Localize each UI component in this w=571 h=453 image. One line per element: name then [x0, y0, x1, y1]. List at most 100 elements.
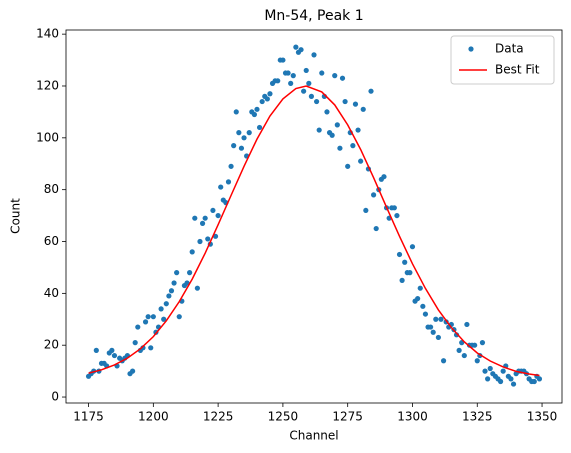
x-tick-label: 1225 [203, 410, 234, 424]
data-point [288, 80, 294, 86]
y-tick-label: 100 [36, 130, 59, 144]
plot-frame [65, 29, 563, 404]
legend-label: Data [495, 42, 524, 56]
data-point [531, 378, 537, 385]
data-point [324, 109, 330, 115]
data-point [472, 342, 478, 348]
data-point [259, 98, 265, 105]
y-tick-label: 80 [44, 182, 59, 196]
data-point [187, 270, 193, 276]
data-point [228, 163, 234, 169]
data-point [360, 106, 366, 112]
data-point [168, 288, 175, 294]
data-point [306, 80, 312, 86]
data-point [420, 303, 426, 309]
y-tick-label: 60 [44, 234, 59, 248]
data-point [456, 347, 462, 353]
legend-marker [468, 46, 474, 52]
data-point [391, 205, 397, 211]
data-point [428, 324, 434, 330]
data-point [440, 358, 447, 364]
data-point [500, 368, 506, 374]
data-point [430, 329, 436, 335]
data-point [267, 91, 273, 97]
data-point [479, 340, 486, 346]
y-tick-label: 120 [36, 78, 59, 92]
data-point [145, 314, 151, 320]
data-point [174, 270, 180, 276]
data-point [184, 280, 190, 286]
data-point [197, 238, 203, 245]
data-point [238, 145, 245, 151]
data-point [192, 215, 198, 221]
data-point [422, 311, 429, 317]
data-point [241, 135, 247, 141]
data-point [129, 368, 136, 374]
data-point [337, 145, 343, 151]
chart-title: Mn-54, Peak 1 [264, 8, 363, 24]
data-point [485, 376, 491, 382]
data-point [210, 207, 216, 214]
data-point [394, 212, 400, 219]
data-point [290, 73, 296, 79]
data-point [176, 314, 182, 320]
data-point [417, 285, 423, 291]
data-point [202, 215, 208, 221]
data-point [407, 270, 413, 276]
data-point [293, 44, 299, 50]
data-point [93, 347, 99, 353]
x-tick-label: 1175 [73, 410, 104, 424]
fit-line [88, 85, 540, 377]
data-point [233, 109, 239, 115]
data-point [163, 301, 169, 307]
data-point [487, 365, 493, 372]
data-point [308, 93, 315, 99]
y-tick-label: 40 [44, 286, 59, 300]
data-point [396, 251, 403, 258]
x-axis-label: Channel [289, 429, 338, 443]
data-point [236, 130, 242, 136]
data-point [453, 332, 460, 338]
data-point [264, 96, 270, 102]
data-point [482, 368, 488, 374]
legend-box [450, 35, 555, 85]
data-point [311, 52, 317, 58]
data-point [363, 207, 369, 214]
data-point [358, 158, 364, 164]
data-point [316, 127, 322, 133]
data-point [158, 306, 164, 312]
data-point [355, 127, 361, 133]
data-point [433, 316, 439, 322]
data-point [352, 101, 359, 107]
x-tick-label: 1275 [332, 410, 363, 424]
y-tick-label: 140 [36, 27, 59, 41]
data-point [285, 70, 291, 76]
data-point [381, 174, 387, 180]
x-tick-label: 1250 [268, 410, 299, 424]
data-point [497, 378, 504, 385]
data-point [280, 57, 286, 63]
data-point [474, 358, 480, 364]
data-point [508, 376, 514, 382]
data-point [298, 47, 304, 53]
data-point [166, 293, 172, 299]
data-point [415, 295, 421, 302]
data-point [409, 244, 416, 250]
data-point [225, 179, 232, 185]
data-point [171, 280, 177, 286]
data-point [246, 130, 252, 136]
data-point [342, 98, 348, 105]
data-point [510, 381, 517, 387]
data-point [464, 321, 470, 328]
data-point [135, 324, 141, 330]
data-point [303, 67, 309, 74]
data-point [332, 73, 338, 79]
data-point [275, 78, 281, 84]
data-point [319, 70, 325, 76]
data-point [435, 334, 441, 341]
data-point [251, 111, 257, 118]
data-point [329, 132, 335, 138]
data-point [194, 285, 200, 291]
data-point [334, 122, 340, 128]
x-tick-label: 1200 [138, 410, 169, 424]
